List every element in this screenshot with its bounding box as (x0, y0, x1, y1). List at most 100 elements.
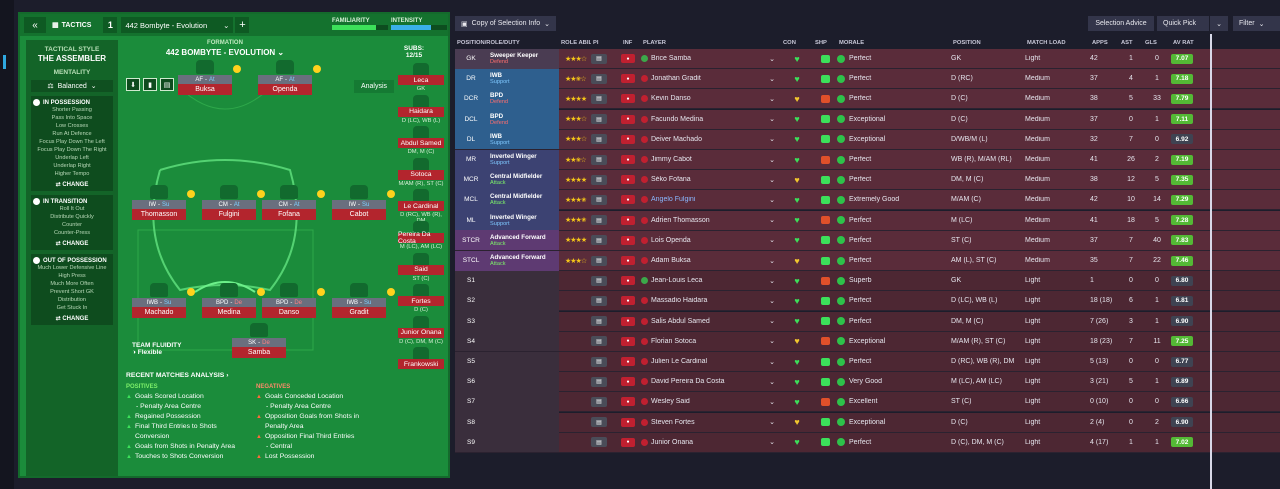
position-cell[interactable]: S1 (455, 270, 487, 291)
player-cell[interactable]: Florian Sotoca ⌄ (641, 337, 781, 345)
chevron-down-icon[interactable]: ⌄ (769, 156, 775, 164)
back-button[interactable]: « (24, 17, 46, 33)
table-row[interactable]: S1 ▤ ● Jean-Louis Leca ⌄ ♥ Superb GK Light 1 0 0 6.8… (455, 270, 1280, 292)
chevron-down-icon[interactable]: ⌄ (769, 75, 775, 83)
player-cell[interactable]: Facundo Medina ⌄ (641, 115, 781, 123)
role-duty[interactable]: SK - De (232, 338, 286, 347)
role-cell[interactable]: Central Midfielder Attack (487, 169, 559, 190)
role-duty[interactable]: AF - At (178, 75, 232, 84)
column-header[interactable]: INF (623, 40, 633, 46)
pitch-player[interactable]: AF - At Buksa (178, 60, 241, 97)
role-cell[interactable]: Inverted Winger Support (487, 149, 559, 170)
role-duty[interactable]: BPD - De (202, 298, 256, 307)
role-duty[interactable]: CM - At (202, 200, 256, 209)
chevron-down-icon[interactable]: ⌄ (769, 318, 775, 326)
table-row[interactable]: S2 ▤ ● Massadio Haidara ⌄ ♥ Perfect D (LC), WB … (455, 290, 1280, 312)
change-transition-button[interactable]: ⇄ CHANGE (55, 241, 89, 247)
tactic-select[interactable]: 442 Bombyte - Evolution ⌄ (121, 17, 234, 33)
column-header[interactable]: POSITION (953, 40, 981, 46)
position-cell[interactable]: S8 (455, 412, 487, 433)
player-name[interactable]: Junior Onana (651, 438, 694, 446)
role-cell[interactable] (487, 290, 559, 311)
player-name[interactable]: Julien Le Cardinal (651, 358, 708, 365)
table-row[interactable]: GK Sweeper Keeper Defend ★★★☆ ▤ ● Brice Samba ⌄… (455, 49, 1280, 69)
role-cell[interactable]: IWB Support (487, 68, 559, 89)
player-cell[interactable]: Jean-Louis Leca ⌄ (641, 277, 781, 285)
table-row[interactable]: S4 ▤ ● Florian Sotoca ⌄ ♥ Exceptional M/AM (R),… (455, 331, 1280, 352)
column-header[interactable]: SHP (815, 40, 827, 46)
pitch-player[interactable]: BPD - De Danso (262, 283, 325, 320)
pi-cell[interactable]: ▤ (591, 396, 621, 407)
sub-player[interactable]: Fortes D (C) (398, 284, 444, 317)
role-duty[interactable]: IW - Su (132, 200, 186, 209)
player-cell[interactable]: Massadio Haidara ⌄ (641, 297, 781, 305)
column-header[interactable]: PLAYER (643, 40, 666, 46)
pi-cell[interactable]: ▤ (591, 376, 621, 387)
pi-cell[interactable]: ▤ (591, 275, 621, 286)
position-cell[interactable]: S7 (455, 391, 487, 412)
player-cell[interactable]: Kevin Danso ⌄ (641, 95, 781, 103)
mentality-select[interactable]: ⚖ Balanced ⌄ (31, 80, 113, 92)
player-name[interactable]: Steven Fortes (651, 418, 695, 426)
column-header[interactable]: APPS (1092, 40, 1108, 46)
pi-cell[interactable]: ▤ (591, 437, 621, 448)
pi-cell[interactable]: ▤ (591, 215, 621, 226)
tactic-slot[interactable]: 1 (103, 17, 118, 33)
change-possession-button[interactable]: ⇄ CHANGE (55, 182, 89, 188)
role-duty[interactable]: CM - At (262, 200, 316, 209)
sub-player[interactable]: Junior Onana D (C), DM, M (C) (398, 315, 444, 349)
player-name[interactable]: Adam Buksa (651, 257, 691, 264)
player-cell[interactable]: Angelo Fulgini ⌄ (641, 196, 781, 204)
player-name[interactable]: Jonathan Gradit (651, 75, 701, 83)
copy-selection-select[interactable]: ▣ Copy of Selection Info ⌄ (455, 16, 556, 31)
role-cell[interactable] (487, 270, 559, 291)
pitch-player[interactable]: AF - At Openda (258, 60, 321, 97)
pi-cell[interactable]: ▤ (591, 255, 621, 266)
add-tactic-button[interactable]: + (235, 17, 250, 33)
player-cell[interactable]: Deiver Machado ⌄ (641, 135, 781, 143)
sub-player[interactable]: Leca GK (398, 63, 444, 96)
position-cell[interactable]: S4 (455, 331, 487, 352)
role-cell[interactable] (487, 331, 559, 352)
table-row[interactable]: S5 ▤ ● Julien Le Cardinal ⌄ ♥ Perfect D (RC), W… (455, 351, 1280, 372)
table-row[interactable]: S7 ▤ ● Wesley Said ⌄ ♥ Excellent ST (C) Light 0 (… (455, 391, 1280, 413)
pitch-player[interactable]: CM - At Fulgini (202, 185, 265, 222)
pi-cell[interactable]: ▤ (591, 417, 621, 428)
column-header[interactable]: MATCH LOAD (1027, 40, 1066, 46)
table-row[interactable]: MCL Central Midfielder Attack ★★★✬ ▤ ● Angelo … (455, 189, 1280, 211)
player-name[interactable]: Lois Openda (651, 236, 691, 244)
column-header[interactable]: PI (593, 40, 599, 46)
role-cell[interactable] (487, 371, 559, 392)
player-name[interactable]: Jimmy Cabot (651, 156, 692, 163)
sub-player[interactable]: Sotoca M/AM (R), ST (C) (398, 157, 444, 191)
chevron-down-icon[interactable]: ⌄ (769, 297, 775, 305)
chevron-down-icon[interactable]: ⌄ (769, 217, 775, 225)
chevron-down-icon[interactable]: ⌄ (769, 257, 775, 265)
table-row[interactable]: STCL Advanced Forward Attack ★★★☆ ▤ ● Adam Buk… (455, 250, 1280, 271)
pi-cell[interactable]: ▤ (591, 316, 621, 327)
chevron-down-icon[interactable]: ⌄ (769, 439, 775, 447)
position-cell[interactable]: S9 (455, 432, 487, 453)
player-name[interactable]: Deiver Machado (651, 135, 702, 143)
role-cell[interactable] (487, 311, 559, 332)
player-cell[interactable]: Jonathan Gradit ⌄ (641, 75, 781, 83)
role-cell[interactable] (487, 351, 559, 372)
table-row[interactable]: DL IWB Support ★★★☆ ▤ ● Deiver Machado ⌄ ♥ Except… (455, 129, 1280, 150)
position-cell[interactable]: ML (455, 210, 487, 231)
pitch-player[interactable]: IW - Su Cabot (332, 185, 395, 222)
player-cell[interactable]: Lois Openda ⌄ (641, 236, 781, 244)
column-header[interactable]: MORALE (839, 40, 865, 46)
player-name[interactable]: Florian Sotoca (651, 337, 697, 345)
player-name[interactable]: Sèko Fofana (651, 176, 691, 184)
player-cell[interactable]: Adrien Thomasson ⌄ (641, 216, 781, 224)
player-name[interactable]: Wesley Said (651, 398, 690, 406)
player-name[interactable]: Salis Abdul Samed (651, 317, 710, 325)
pi-cell[interactable]: ▤ (591, 73, 621, 84)
analysis-title[interactable]: RECENT MATCHES ANALYSIS › (126, 372, 229, 379)
pitch-player[interactable]: IWB - Su Machado (132, 283, 195, 320)
role-cell[interactable]: BPD Defend (487, 88, 559, 109)
player-cell[interactable]: Salis Abdul Samed ⌄ (641, 317, 781, 325)
selection-advice-button[interactable]: Selection Advice (1088, 16, 1154, 31)
role-duty[interactable]: AF - At (258, 75, 312, 84)
